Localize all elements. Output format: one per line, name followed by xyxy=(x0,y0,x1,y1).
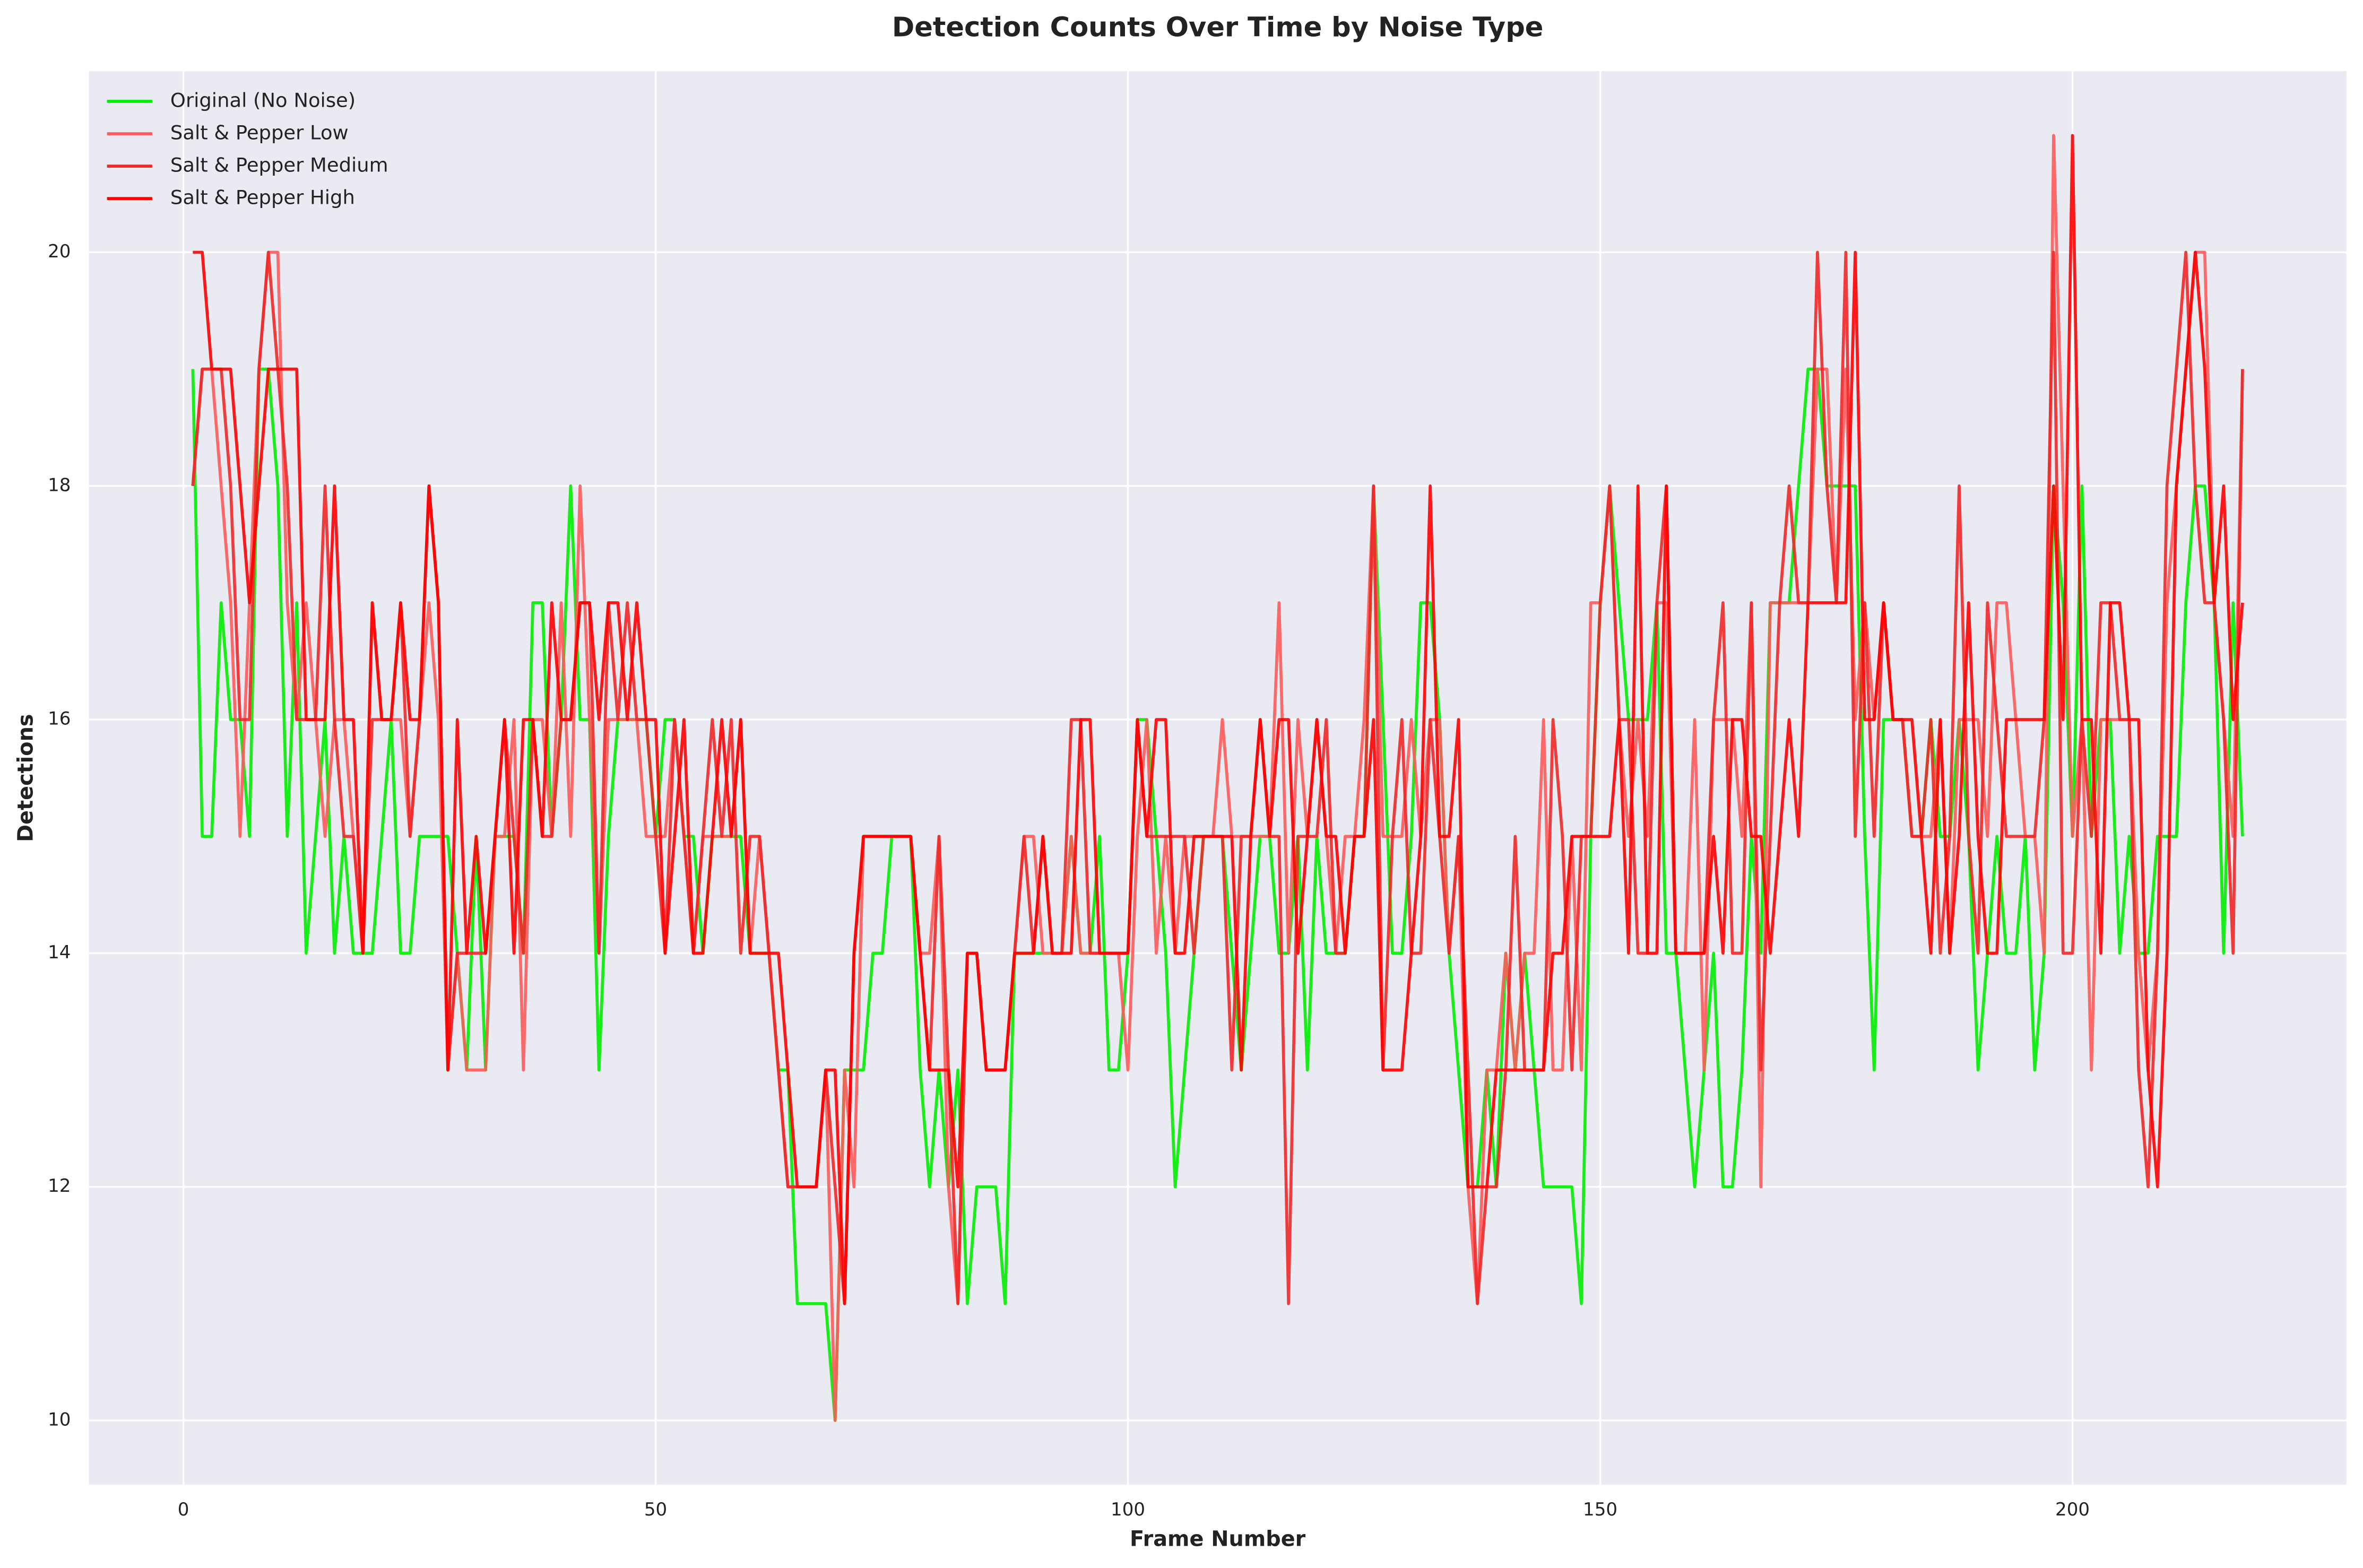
legend-label: Salt & Pepper High xyxy=(170,186,355,209)
y-tick-label: 18 xyxy=(48,474,71,496)
x-tick-label: 50 xyxy=(644,1499,667,1520)
legend-label: Original (No Noise) xyxy=(170,89,356,112)
y-tick-label: 20 xyxy=(48,241,71,262)
x-axis-label: Frame Number xyxy=(1130,1527,1306,1552)
chart-title: Detection Counts Over Time by Noise Type xyxy=(892,12,1544,44)
y-tick-label: 14 xyxy=(48,942,71,963)
x-tick-label: 0 xyxy=(178,1499,189,1520)
legend-label: Salt & Pepper Low xyxy=(170,122,349,144)
y-tick-label: 12 xyxy=(48,1175,71,1197)
x-tick-label: 200 xyxy=(2055,1499,2090,1520)
legend-label: Salt & Pepper Medium xyxy=(170,154,388,177)
x-tick-label: 150 xyxy=(1583,1499,1617,1520)
y-tick-label: 16 xyxy=(48,708,71,730)
x-tick-label: 100 xyxy=(1111,1499,1145,1520)
series-line xyxy=(193,134,2244,1305)
y-tick-label: 10 xyxy=(48,1409,71,1430)
y-axis-label: Detections xyxy=(14,714,38,842)
